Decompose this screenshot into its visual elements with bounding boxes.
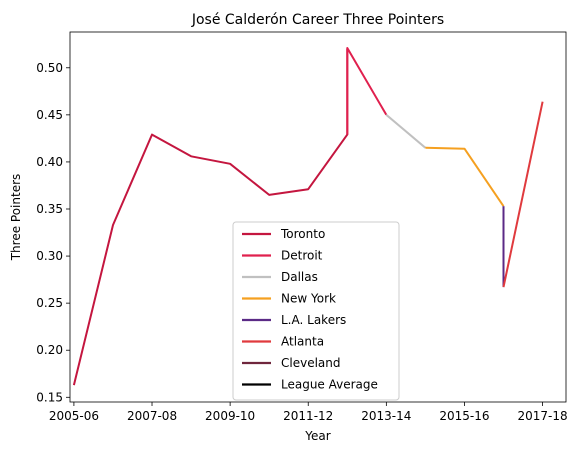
series-layer: [72, 47, 544, 386]
legend-label: Atlanta: [281, 335, 324, 349]
y-axis: 0.15 0.20 0.25 0.30 0.35 0.40 0.45 0.50: [36, 61, 70, 404]
legend-label: Dallas: [281, 270, 318, 284]
y-tick-label: 0.35: [36, 202, 63, 216]
y-tick-label: 0.20: [36, 343, 63, 357]
legend-label: Detroit: [281, 249, 323, 263]
chart-title: José Calderón Career Three Pointers: [191, 12, 444, 28]
y-tick-label: 0.30: [36, 249, 63, 263]
x-tick-label: 2005-06: [49, 409, 99, 423]
legend-label: League Average: [281, 378, 378, 392]
legend-label: L.A. Lakers: [281, 313, 346, 327]
x-tick-label: 2007-08: [127, 409, 177, 423]
legend-label: Toronto: [280, 227, 325, 241]
legend: Toronto Detroit Dallas New York L.A. Lakers A…: [232, 221, 400, 401]
x-axis: 2005-06 2007-08 2009-10 2011-12 2013-14 2015-…: [49, 402, 568, 423]
y-tick-label: 0.50: [36, 61, 63, 75]
series-line-3: [425, 146, 505, 207]
legend-label: Cleveland: [281, 356, 341, 370]
series-line-2: [385, 114, 427, 149]
x-tick-label: 2011-12: [283, 409, 333, 423]
plot-area-frame: [69, 31, 567, 403]
legend-box: [232, 221, 400, 401]
y-tick-label: 0.15: [36, 390, 63, 404]
legend-label: New York: [281, 292, 336, 306]
x-tick-label: 2013-14: [361, 409, 411, 423]
series-line-5: [502, 101, 544, 288]
series-line-0: [72, 48, 349, 386]
x-tick-label: 2015-16: [439, 409, 489, 423]
x-tick-label: 2009-10: [205, 409, 255, 423]
y-axis-title: Three Pointers: [9, 174, 23, 262]
x-tick-label: 2017-18: [517, 409, 567, 423]
series-line-1: [346, 47, 388, 135]
x-axis-title: Year: [304, 429, 330, 443]
y-tick-label: 0.25: [36, 296, 63, 310]
y-tick-label: 0.40: [36, 155, 63, 169]
y-tick-label: 0.45: [36, 108, 63, 122]
